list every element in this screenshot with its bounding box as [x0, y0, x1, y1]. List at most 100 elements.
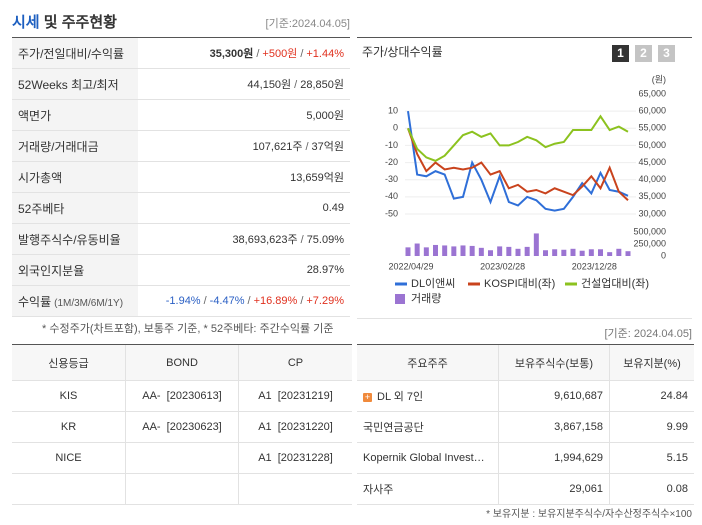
cell-text: DL 외 7인 — [377, 391, 424, 403]
summary-row: 시가총액 13,659억원 — [12, 161, 350, 193]
y3-tick-label: 500,000 — [633, 226, 666, 236]
cell — [12, 473, 126, 505]
volume-bar — [524, 246, 530, 256]
cell: 9,610,687 — [498, 380, 610, 412]
legend-label: DL이앤씨 — [411, 277, 455, 290]
summary-row: 외국인지분율 28.97% — [12, 254, 350, 286]
separator: / — [247, 295, 251, 307]
section-title: 시세 및 주주현황 — [12, 11, 117, 32]
line — [407, 110, 629, 212]
row-label: 52Weeks 최고/최저 — [12, 68, 138, 100]
cell-text: 국민연금공단 — [363, 422, 424, 434]
cell-text: 0.08 — [666, 483, 688, 495]
header-cell: 신용등급 — [12, 344, 126, 381]
row: KR AA- [20230623] A1 [20231220] — [12, 411, 352, 443]
summary-row: 52주베타 0.49 — [12, 192, 350, 224]
volume-bar — [588, 249, 594, 256]
header-cell: 보유지분(%) — [609, 344, 694, 381]
cell-text: A1 [20231220] — [258, 421, 333, 433]
cell: 9.99 — [609, 411, 694, 443]
cell: 자사주 — [357, 473, 499, 505]
volume-bar — [497, 246, 503, 256]
volume-bar — [533, 233, 539, 256]
legend-label: KOSPI대비(좌) — [484, 277, 555, 290]
summary-row: 거래량/거래대금 107,621주/37억원 — [12, 130, 350, 162]
separator: / — [256, 48, 260, 60]
y2-tick-label: 50,000 — [638, 140, 666, 150]
value: 5,000원 — [306, 110, 344, 122]
volume-bar — [515, 248, 521, 256]
expand-icon[interactable]: + — [363, 391, 372, 402]
separator: / — [203, 295, 207, 307]
row: NICE A1 [20231228] — [12, 442, 352, 474]
summary-row: 수익률 (1M/3M/6M/1Y) -1.94% / -4.47% / +16.89% / +7… — [12, 285, 350, 317]
value: 28.97% — [306, 264, 344, 276]
chart-button[interactable] — [658, 45, 675, 62]
volume-bar — [433, 244, 438, 256]
y-tick-label: -20 — [385, 157, 398, 167]
summary-row: 주가/전일대비/수익률 35,300원 / +500원 / +1.44% — [12, 37, 350, 69]
separator: / — [305, 141, 309, 153]
label-text: 시가총액 — [18, 170, 63, 185]
volume-bar — [579, 250, 585, 256]
volume-bar — [405, 247, 411, 256]
cell: 29,061 — [498, 473, 610, 505]
legend-label: 건설업대비(좌) — [581, 277, 649, 290]
cell: A1 [20231220] — [238, 411, 352, 443]
y3-tick-label: 250,000 — [633, 238, 666, 248]
cell-text: KIS — [59, 390, 78, 402]
value: -4.47% — [209, 295, 245, 307]
chart-button[interactable] — [612, 45, 629, 62]
value: 107,621주 — [252, 141, 303, 153]
holders-table: 주요주주 보유주식수(보통) 보유지분(%) + DL 외 7인 9,610,687 24.… — [357, 344, 694, 505]
cell: + DL 외 7인 — [357, 380, 499, 412]
volume-bar — [598, 249, 603, 256]
value: 35,300원 — [209, 48, 254, 60]
title-rest: 및 주주현황 — [43, 14, 117, 31]
header-cell: 보유주식수(보통) — [498, 344, 610, 381]
volume-bar — [506, 246, 512, 256]
y-tick-label: 0 — [393, 123, 398, 133]
label-text: 거래량/거래대금 — [18, 139, 99, 154]
chart-button-label[interactable]: 1 — [617, 46, 624, 60]
row-value: 107,621주/37억원 — [138, 130, 350, 162]
header-cell: CP — [238, 344, 352, 381]
row-label: 발행주식수/유동비율 — [12, 223, 138, 255]
cell-text: 1,994,629 — [554, 452, 603, 464]
row — [12, 473, 352, 505]
row-label: 거래량/거래대금 — [12, 130, 138, 162]
cell-text: AA- [20230613] — [142, 390, 222, 402]
row-value: 38,693,623주/75.09% — [138, 223, 350, 255]
value: 44,150원 — [247, 79, 292, 91]
chart-button-label[interactable]: 3 — [663, 46, 670, 60]
y2-tick-label: 60,000 — [638, 106, 666, 116]
value: -1.94% — [165, 295, 201, 307]
note: * 수정주가(차트포함), 보통주 기준, * 52주베타: 주간수익률 기준 — [42, 323, 334, 335]
row-label: 시가총액 — [12, 161, 138, 193]
cell-text: 3,867,158 — [554, 421, 603, 433]
summary-row: 52Weeks 최고/최저 44,150원/28,850원 — [12, 68, 350, 100]
cell: NICE — [12, 442, 126, 474]
cell: AA- [20230623] — [125, 411, 239, 443]
cell: KR — [12, 411, 126, 443]
summary-row: 액면가 5,000원 — [12, 99, 350, 131]
chart-button[interactable] — [635, 45, 652, 62]
volume-bar — [451, 246, 457, 256]
title-highlight: 시세 — [12, 14, 40, 31]
cell-text: A1 [20231228] — [258, 452, 333, 464]
line — [407, 127, 629, 202]
value: +16.89% — [253, 295, 298, 307]
row: 자사주 29,061 0.08 — [357, 473, 694, 505]
separator: / — [300, 48, 304, 60]
label-text: 발행주식수/유동비율 — [18, 232, 121, 247]
row-value: 35,300원 / +500원 / +1.44% — [138, 37, 350, 69]
credit-table: 신용등급 BOND CP KIS AA- [20230613] A1 [20231219]… — [12, 344, 352, 505]
volume-bar — [423, 247, 429, 256]
y2-tick-label: 55,000 — [638, 123, 666, 133]
separator: / — [294, 79, 298, 91]
cell-text: AA- [20230623] — [142, 421, 222, 433]
separator: / — [300, 234, 304, 246]
chart-button-label[interactable]: 2 — [640, 46, 647, 60]
cell-text: 5.15 — [666, 452, 688, 464]
cell: KIS — [12, 380, 126, 412]
